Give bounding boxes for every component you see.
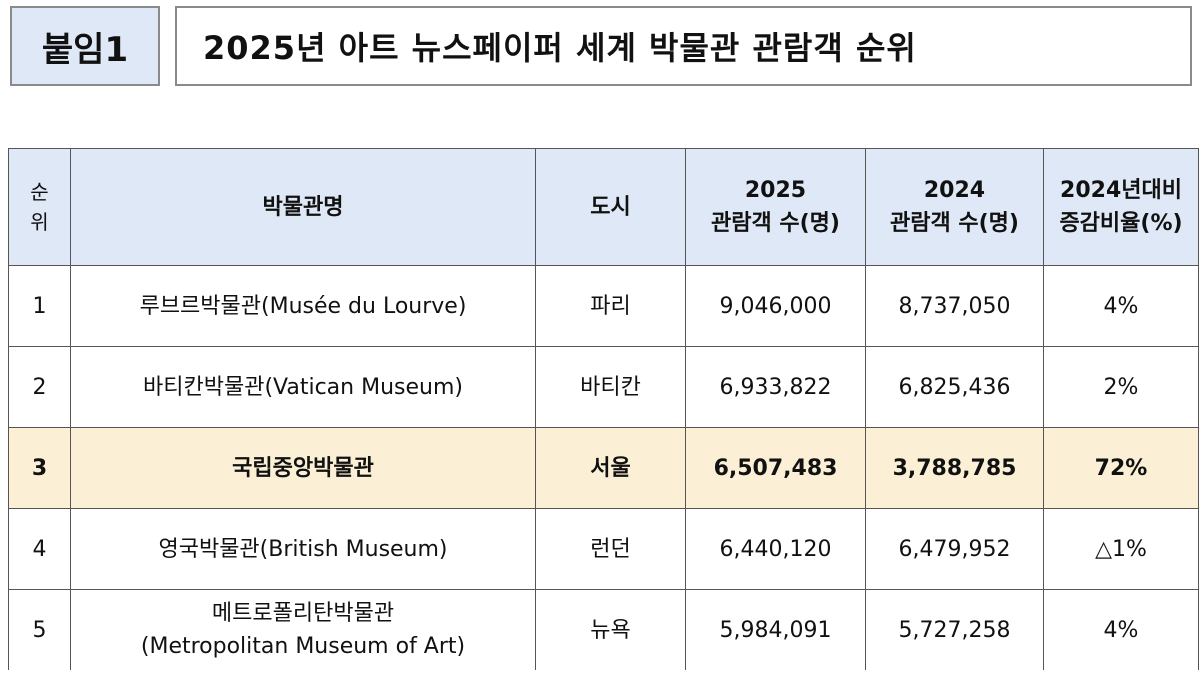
museum-name-cell: 바티칸박물관(Vatican Museum) [70,346,536,428]
header-visitors-2025: 2025 관람객 수(명) [685,148,866,266]
visitors-2025-cell: 9,046,000 [685,265,866,347]
visitors-2025-cell: 6,440,120 [685,508,866,590]
table-row: 2 바티칸박물관(Vatican Museum) 바티칸 6,933,822 6,825… [8,346,1199,428]
museum-name-line: 영국박물관(British Museum) [158,536,448,562]
museum-name-cell: 국립중앙박물관 [70,427,536,509]
header-museum: 박물관명 [70,148,536,266]
visitors-2024-cell: 8,737,050 [865,265,1044,347]
table-row: 5 메트로폴리탄박물관 (Metropolitan Museum of Art) 뉴욕… [8,589,1199,670]
table-row: 4 영국박물관(British Museum) 런던 6,440,120 6,479,9… [8,508,1199,590]
header-city: 도시 [535,148,686,266]
museum-name-cell: 메트로폴리탄박물관 (Metropolitan Museum of Art) [70,589,536,670]
header-rank: 순 위 [8,148,71,266]
rank-cell: 2 [8,346,71,428]
museum-name-line: 국립중앙박물관 [232,455,374,481]
table-row: 3 국립중앙박물관 서울 6,507,483 3,788,785 72% [8,427,1199,509]
museum-name-cell: 루브르박물관(Musée du Lourve) [70,265,536,347]
rank-cell: 1 [8,265,71,347]
visitors-2024-cell: 5,727,258 [865,589,1044,670]
visitors-2025-cell: 6,933,822 [685,346,866,428]
museum-name-line: 루브르박물관(Musée du Lourve) [139,293,467,319]
change-cell: △1% [1043,508,1199,590]
museum-name-line: 바티칸박물관(Vatican Museum) [143,374,463,400]
museum-name-line: (Metropolitan Museum of Art) [140,634,466,659]
city-cell: 서울 [535,427,686,509]
visitors-2024-cell: 6,825,436 [865,346,1044,428]
change-cell: 2% [1043,346,1199,428]
visitors-2025-cell: 5,984,091 [685,589,866,670]
city-cell: 런던 [535,508,686,590]
table-row: 1 루브르박물관(Musée du Lourve) 파리 9,046,000 8,737… [8,265,1199,347]
museum-name-cell: 영국박물관(British Museum) [70,508,536,590]
change-cell: 4% [1043,265,1199,347]
museum-name-line: 메트로폴리탄박물관 [211,601,395,626]
attachment-label: 붙임1 [10,6,160,86]
visitors-2024-cell: 6,479,952 [865,508,1044,590]
city-cell: 파리 [535,265,686,347]
header-visitors-2024: 2024 관람객 수(명) [865,148,1044,266]
rank-cell: 5 [8,589,71,670]
city-cell: 바티칸 [535,346,686,428]
page-title: 2025년 아트 뉴스페이퍼 세계 박물관 관람객 순위 [175,6,1192,86]
city-cell: 뉴욕 [535,589,686,670]
visitors-2024-cell: 3,788,785 [865,427,1044,509]
change-cell: 72% [1043,427,1199,509]
change-cell: 4% [1043,589,1199,670]
visitors-2025-cell: 6,507,483 [685,427,866,509]
rank-cell: 4 [8,508,71,590]
rank-cell: 3 [8,427,71,509]
header-change: 2024년대비 증감비율(%) [1043,148,1199,266]
table-header-row: 순 위 박물관명 도시 2025 관람객 수(명) 2024 관람객 수(명) … [8,148,1199,266]
museum-ranking-table: 순 위 박물관명 도시 2025 관람객 수(명) 2024 관람객 수(명) … [8,148,1199,670]
table-body: 1 루브르박물관(Musée du Lourve) 파리 9,046,000 8,737… [8,265,1199,670]
